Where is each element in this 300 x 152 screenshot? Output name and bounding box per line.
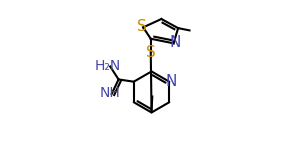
Text: S: S — [137, 19, 146, 34]
Text: N: N — [165, 74, 176, 89]
Text: N: N — [169, 35, 181, 50]
Text: S: S — [146, 45, 156, 60]
Text: H₂N: H₂N — [95, 59, 121, 74]
Text: NH: NH — [100, 86, 121, 100]
